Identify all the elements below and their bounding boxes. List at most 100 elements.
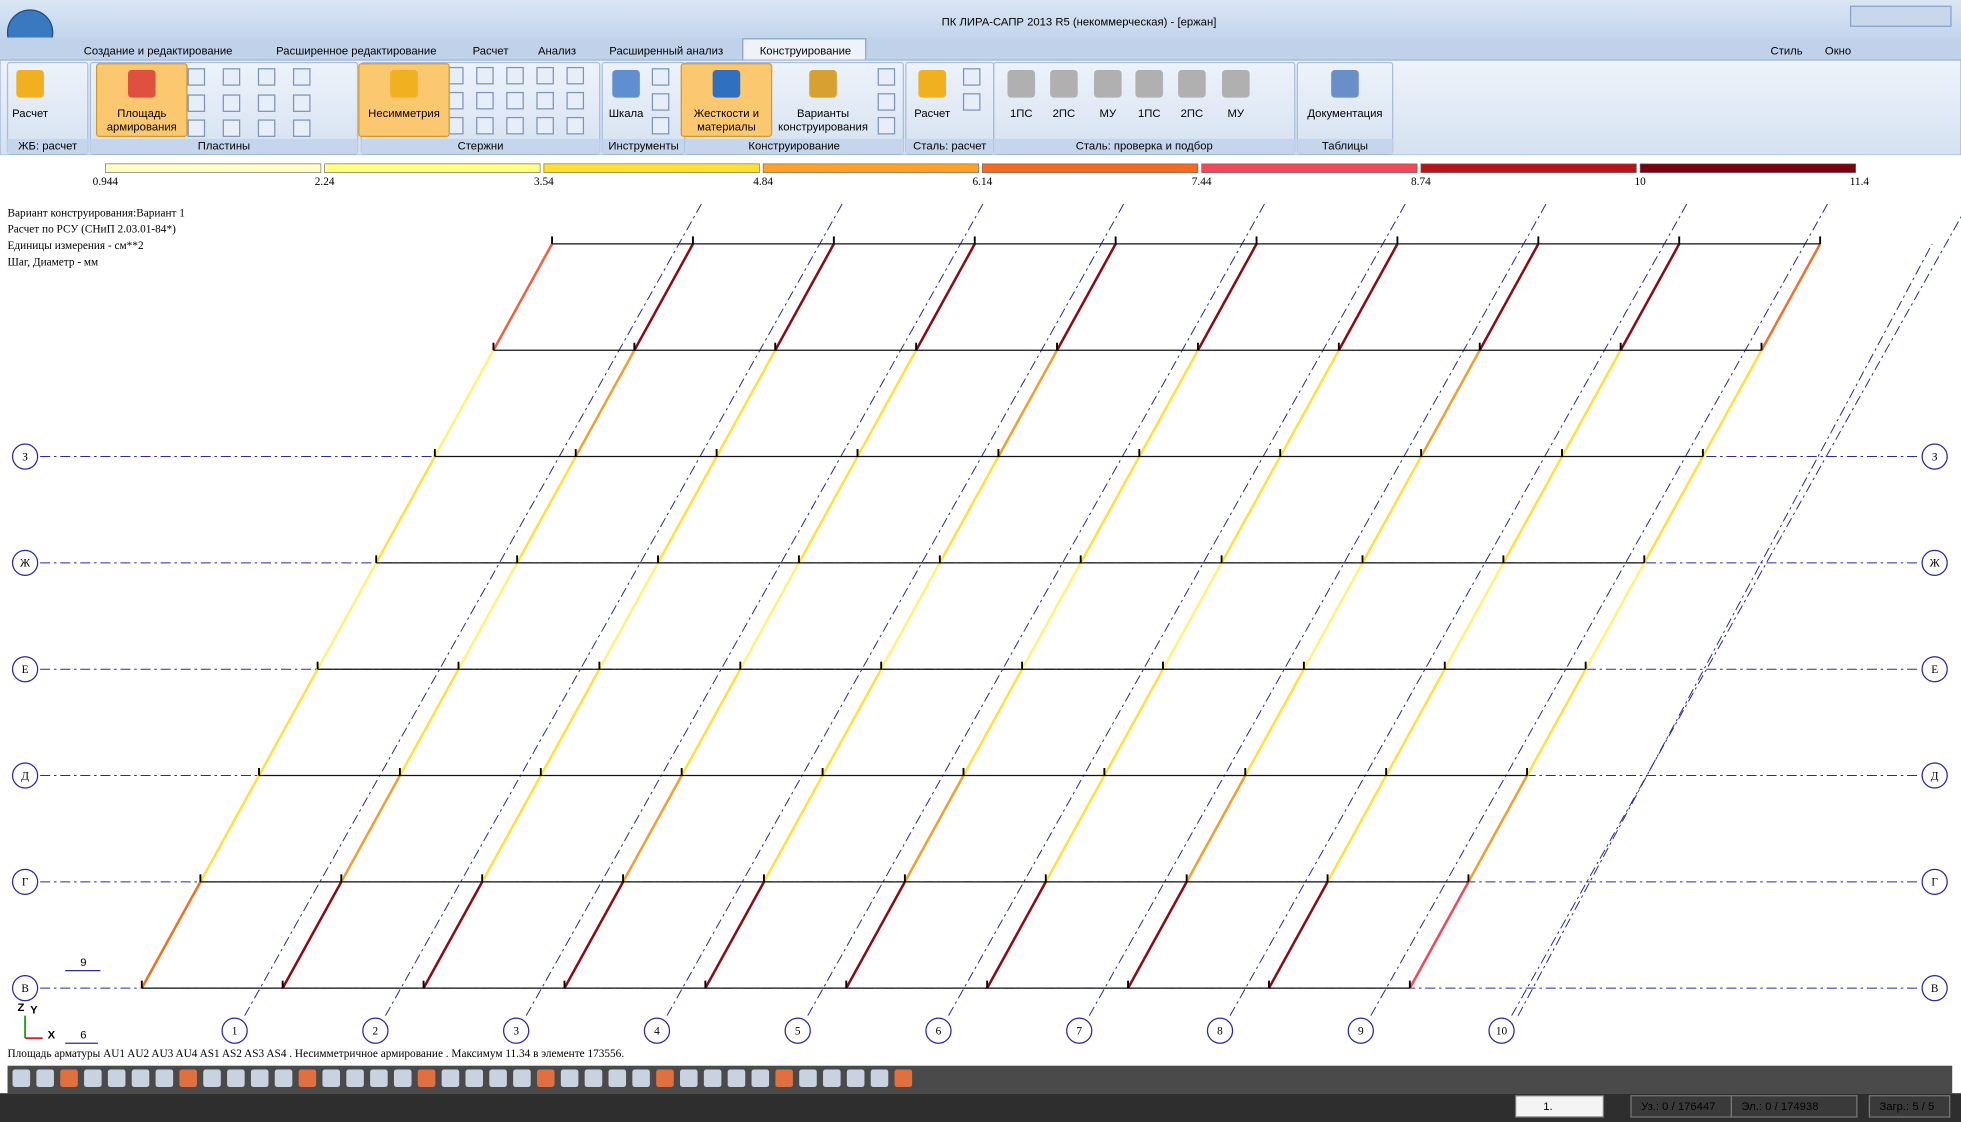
toolbar-icon[interactable] [847, 1069, 865, 1087]
tool-icon[interactable] [507, 68, 523, 84]
button-icon[interactable] [1094, 70, 1122, 98]
ribbon-button-label[interactable]: 2ПС [1181, 108, 1204, 120]
ribbon-button-label[interactable]: 1ПС [1010, 108, 1033, 120]
toolbar-icon[interactable] [322, 1069, 340, 1087]
toolbar-icon[interactable] [13, 1069, 31, 1087]
tool-icon[interactable] [652, 118, 668, 134]
button-icon[interactable] [1135, 70, 1163, 98]
tool-icon[interactable] [188, 120, 204, 136]
tool-icon[interactable] [188, 69, 204, 85]
tool-icon[interactable] [223, 120, 239, 136]
toolbar-icon[interactable] [680, 1069, 698, 1087]
tool-icon[interactable] [878, 118, 894, 134]
ribbon-button-label[interactable]: МУ [1228, 108, 1245, 120]
tool-icon[interactable] [537, 68, 553, 84]
toolbar-icon[interactable] [728, 1069, 746, 1087]
tool-icon[interactable] [294, 69, 310, 85]
window-controls[interactable] [1851, 6, 1951, 26]
toolbar-icon[interactable] [179, 1069, 197, 1087]
toolbar-icon[interactable] [203, 1069, 221, 1087]
toolbar-icon[interactable] [251, 1069, 269, 1087]
ribbon-button-label[interactable]: Варианты [797, 108, 849, 120]
tool-icon[interactable] [477, 118, 493, 134]
button-icon[interactable] [1222, 70, 1250, 98]
ribbon-button-label[interactable]: армирования [107, 122, 177, 134]
toolbar-icon[interactable] [275, 1069, 293, 1087]
tool-icon[interactable] [258, 95, 274, 111]
toolbar-icon[interactable] [442, 1069, 460, 1087]
ribbon-button-label[interactable]: 1ПС [1138, 108, 1161, 120]
toolbar-icon[interactable] [895, 1069, 913, 1087]
toolbar-icon[interactable] [36, 1069, 54, 1087]
tool-icon[interactable] [652, 94, 668, 110]
toolbar-icon[interactable] [513, 1069, 531, 1087]
tool-icon[interactable] [294, 95, 310, 111]
ribbon-button-label[interactable]: Несимметрия [368, 108, 440, 120]
toolbar-icon[interactable] [632, 1069, 650, 1087]
toolbar-icon[interactable] [561, 1069, 579, 1087]
toolbar-icon[interactable] [156, 1069, 174, 1087]
button-icon[interactable] [713, 70, 741, 98]
button-icon[interactable] [1007, 70, 1035, 98]
button-icon[interactable] [809, 70, 837, 98]
toolbar-icon[interactable] [132, 1069, 150, 1087]
toolbar-icon[interactable] [537, 1069, 555, 1087]
toolbar-icon[interactable] [489, 1069, 507, 1087]
ribbon-button-label[interactable]: Расчет [914, 108, 950, 120]
tool-icon[interactable] [294, 120, 310, 136]
ribbon-tab[interactable]: Создание и редактирование [84, 45, 233, 57]
button-icon[interactable] [128, 70, 156, 98]
tool-icon[interactable] [878, 94, 894, 110]
toolbar-icon[interactable] [346, 1069, 364, 1087]
tool-icon[interactable] [567, 93, 583, 109]
tool-icon[interactable] [537, 93, 553, 109]
toolbar-icon[interactable] [394, 1069, 412, 1087]
tool-icon[interactable] [477, 68, 493, 84]
ribbon-button-label[interactable]: Расчет [12, 108, 48, 120]
button-icon[interactable] [390, 70, 418, 98]
toolbar-icon[interactable] [299, 1069, 317, 1087]
tool-icon[interactable] [878, 69, 894, 85]
toolbar-icon[interactable] [585, 1069, 603, 1087]
ribbon-button-label[interactable]: конструирования [778, 122, 868, 134]
toolbar-icon[interactable] [370, 1069, 388, 1087]
ribbon-button-label[interactable]: Шкала [609, 108, 644, 120]
tool-icon[interactable] [964, 94, 980, 110]
ribbon-button-label[interactable]: Площадь [117, 108, 166, 120]
toolbar-icon[interactable] [608, 1069, 626, 1087]
tool-icon[interactable] [258, 69, 274, 85]
toolbar-icon[interactable] [108, 1069, 126, 1087]
button-icon[interactable] [918, 70, 946, 98]
button-icon[interactable] [1178, 70, 1206, 98]
tool-icon[interactable] [507, 118, 523, 134]
button-icon[interactable] [1331, 70, 1359, 98]
tool-icon[interactable] [567, 118, 583, 134]
ribbon-tab[interactable]: Расчет [473, 45, 509, 57]
toolbar-icon[interactable] [799, 1069, 817, 1087]
toolbar-icon[interactable] [823, 1069, 841, 1087]
ribbon-button-label[interactable]: Жесткости и [694, 108, 759, 120]
tool-icon[interactable] [537, 118, 553, 134]
ribbon-tab[interactable]: Конструирование [760, 45, 851, 57]
button-icon[interactable] [1050, 70, 1078, 98]
toolbar-icon[interactable] [60, 1069, 78, 1087]
tool-icon[interactable] [223, 95, 239, 111]
toolbar-icon[interactable] [656, 1069, 674, 1087]
tool-icon[interactable] [964, 69, 980, 85]
toolbar-icon[interactable] [704, 1069, 722, 1087]
toolbar-icon[interactable] [465, 1069, 483, 1087]
menu-item[interactable]: Стиль [1771, 45, 1803, 57]
tool-icon[interactable] [223, 69, 239, 85]
ribbon-button-label[interactable]: материалы [697, 122, 756, 134]
toolbar-icon[interactable] [871, 1069, 889, 1087]
toolbar-icon[interactable] [84, 1069, 102, 1087]
ribbon-button-label[interactable]: Документация [1307, 108, 1382, 120]
tool-icon[interactable] [567, 68, 583, 84]
tool-icon[interactable] [188, 95, 204, 111]
tool-icon[interactable] [507, 93, 523, 109]
ribbon-tab[interactable]: Расширенное редактирование [276, 45, 436, 57]
toolbar-icon[interactable] [418, 1069, 436, 1087]
ribbon-tab[interactable]: Расширенный анализ [609, 45, 723, 57]
toolbar-icon[interactable] [227, 1069, 245, 1087]
tool-icon[interactable] [258, 120, 274, 136]
